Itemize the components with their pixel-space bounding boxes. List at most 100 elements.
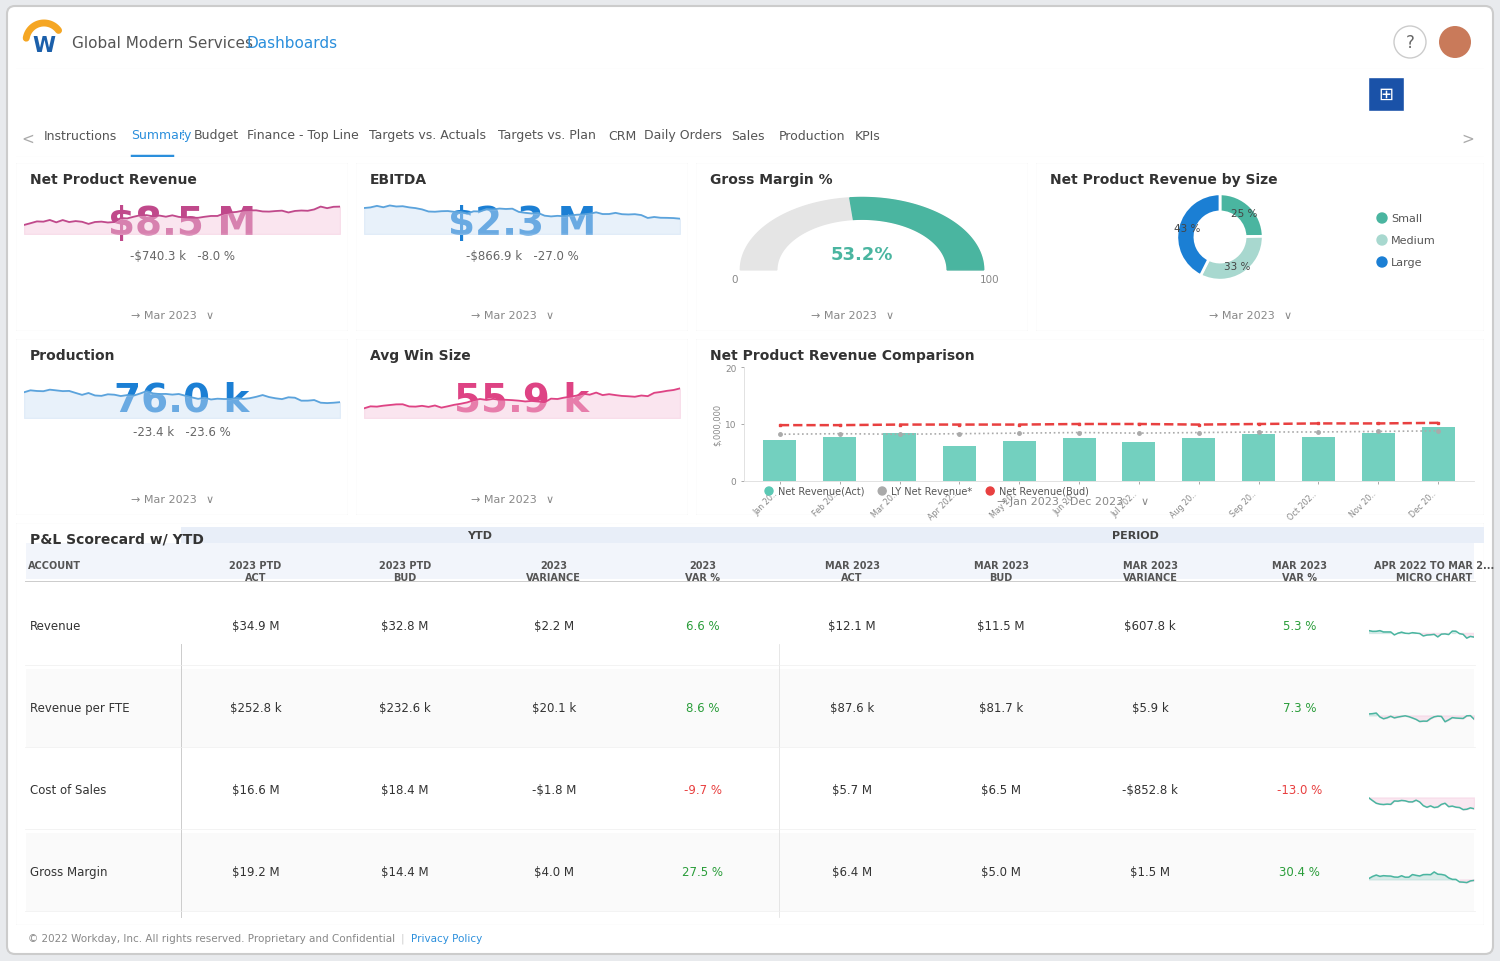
Text: $1.5 M: $1.5 M bbox=[1131, 866, 1170, 878]
Text: ⊡: ⊡ bbox=[1338, 86, 1353, 104]
Text: ⊞: ⊞ bbox=[1378, 86, 1394, 104]
Text: CRM: CRM bbox=[609, 130, 636, 142]
Wedge shape bbox=[1200, 237, 1263, 281]
Text: 8.6 %: 8.6 % bbox=[686, 702, 720, 715]
Text: 33 %: 33 % bbox=[1224, 261, 1251, 272]
Text: $81.7 k: $81.7 k bbox=[980, 702, 1023, 715]
Text: -9.7 %: -9.7 % bbox=[684, 783, 722, 797]
Circle shape bbox=[878, 487, 886, 496]
Text: Finance - Top Line: Finance - Top Line bbox=[248, 130, 358, 142]
Text: W: W bbox=[33, 36, 56, 56]
Text: -$852.8 k: -$852.8 k bbox=[1122, 783, 1179, 797]
Text: $232.6 k: $232.6 k bbox=[380, 702, 430, 715]
Bar bbox=[1302, 437, 1335, 481]
Polygon shape bbox=[850, 198, 984, 271]
Text: MAR 2023: MAR 2023 bbox=[974, 560, 1029, 571]
Bar bbox=[1182, 438, 1215, 481]
Text: -$866.9 k   -27.0 %: -$866.9 k -27.0 % bbox=[465, 249, 579, 262]
Text: ∨: ∨ bbox=[886, 310, 894, 321]
Circle shape bbox=[765, 487, 772, 496]
FancyBboxPatch shape bbox=[696, 339, 1485, 516]
Text: Revenue per FTE: Revenue per FTE bbox=[30, 702, 129, 715]
Text: Gross Margin %: Gross Margin % bbox=[710, 173, 833, 186]
Bar bbox=[824, 437, 856, 481]
Text: Cost of Sales: Cost of Sales bbox=[30, 783, 106, 797]
Text: ACT: ACT bbox=[244, 573, 267, 582]
Text: 6.6 %: 6.6 % bbox=[686, 620, 720, 633]
Text: -$1.8 M: -$1.8 M bbox=[531, 783, 576, 797]
Text: BUD: BUD bbox=[393, 573, 417, 582]
Text: 2023 PTD: 2023 PTD bbox=[378, 560, 430, 571]
Text: → Jan 2023 - Dec 2023: → Jan 2023 - Dec 2023 bbox=[998, 497, 1124, 506]
Text: ⋮: ⋮ bbox=[176, 130, 189, 142]
Text: 27.5 %: 27.5 % bbox=[682, 866, 723, 878]
Text: VAR %: VAR % bbox=[1282, 573, 1317, 582]
Bar bbox=[26, 833, 1474, 911]
Circle shape bbox=[1377, 213, 1388, 224]
Text: Level: Level bbox=[356, 87, 393, 102]
FancyBboxPatch shape bbox=[696, 163, 1029, 333]
Text: Daily Orders: Daily Orders bbox=[644, 130, 722, 142]
Text: ≡: ≡ bbox=[1266, 86, 1282, 105]
Bar bbox=[26, 669, 1474, 748]
Bar bbox=[777, 528, 1494, 543]
Text: → Mar 2023: → Mar 2023 bbox=[812, 310, 877, 321]
Text: ∨: ∨ bbox=[1142, 497, 1149, 506]
Text: MICRO CHART: MICRO CHART bbox=[1396, 573, 1472, 582]
Text: Targets vs. Plan: Targets vs. Plan bbox=[498, 130, 596, 142]
Text: 5.3 %: 5.3 % bbox=[1282, 620, 1316, 633]
Text: Time: Time bbox=[211, 87, 244, 102]
Text: Net Product Revenue by Size: Net Product Revenue by Size bbox=[1050, 173, 1278, 186]
Text: → Mar 2023: → Mar 2023 bbox=[130, 310, 196, 321]
FancyBboxPatch shape bbox=[1035, 163, 1485, 333]
Text: P&L Scorecard w/ YTD: P&L Scorecard w/ YTD bbox=[30, 532, 204, 547]
Bar bbox=[1368, 78, 1404, 111]
Text: ACCOUNT: ACCOUNT bbox=[28, 560, 81, 571]
Text: ACT: ACT bbox=[842, 573, 862, 582]
Text: ✏ Edit: ✏ Edit bbox=[1196, 88, 1234, 102]
Text: APR 2022 TO MAR 2...: APR 2022 TO MAR 2... bbox=[1374, 560, 1494, 571]
FancyBboxPatch shape bbox=[15, 523, 1485, 925]
Text: Net Revenue(Act): Net Revenue(Act) bbox=[778, 486, 864, 497]
Circle shape bbox=[1377, 258, 1388, 268]
Text: -23.4 k   -23.6 %: -23.4 k -23.6 % bbox=[134, 425, 231, 438]
Text: $11.5 M: $11.5 M bbox=[978, 620, 1024, 633]
FancyBboxPatch shape bbox=[15, 339, 348, 516]
Wedge shape bbox=[1178, 194, 1219, 277]
Text: Production: Production bbox=[30, 349, 115, 362]
Text: 7.3 %: 7.3 % bbox=[1282, 702, 1316, 715]
Text: $607.8 k: $607.8 k bbox=[1125, 620, 1176, 633]
Text: ?: ? bbox=[1406, 34, 1414, 52]
Text: $6.5 M: $6.5 M bbox=[981, 783, 1022, 797]
Text: © 2022 Workday, Inc. All rights reserved. Proprietary and Confidential: © 2022 Workday, Inc. All rights reserved… bbox=[28, 933, 395, 943]
Text: 76.0 k: 76.0 k bbox=[114, 381, 249, 419]
Text: LY Net Revenue*: LY Net Revenue* bbox=[891, 486, 972, 497]
Text: Currency: Currency bbox=[526, 87, 588, 102]
Circle shape bbox=[1394, 27, 1426, 59]
Text: 25 %: 25 % bbox=[1230, 209, 1257, 219]
Text: PERIOD: PERIOD bbox=[1113, 530, 1160, 540]
Text: Gross Margin: Gross Margin bbox=[30, 866, 108, 878]
Wedge shape bbox=[1220, 194, 1263, 237]
Text: Company Summary: Company Summary bbox=[34, 85, 261, 105]
Text: 43 %: 43 % bbox=[1174, 223, 1202, 234]
Bar bbox=[1362, 433, 1395, 481]
Text: MAR 2023: MAR 2023 bbox=[1124, 560, 1178, 571]
Text: >: > bbox=[1461, 132, 1474, 146]
Text: 3/31/2023 ∨: 3/31/2023 ∨ bbox=[246, 87, 332, 102]
Text: $5.9 k: $5.9 k bbox=[1132, 702, 1168, 715]
Text: 2023: 2023 bbox=[690, 560, 717, 571]
Bar bbox=[944, 446, 976, 481]
Text: Targets vs. Actuals: Targets vs. Actuals bbox=[369, 130, 486, 142]
Text: Sales: Sales bbox=[732, 130, 765, 142]
Text: EBITDA: EBITDA bbox=[370, 173, 427, 186]
Text: $2.3 M: $2.3 M bbox=[448, 205, 596, 243]
Text: Total Company ∨: Total Company ∨ bbox=[394, 87, 512, 102]
Bar bbox=[1422, 428, 1455, 481]
Text: → Mar 2023: → Mar 2023 bbox=[1209, 310, 1275, 321]
Text: → Mar 2023: → Mar 2023 bbox=[130, 495, 196, 505]
Y-axis label: $,000,000: $,000,000 bbox=[712, 404, 722, 446]
Text: 2023 PTD: 2023 PTD bbox=[230, 560, 282, 571]
Text: 2023: 2023 bbox=[540, 560, 567, 571]
Circle shape bbox=[1438, 27, 1472, 59]
